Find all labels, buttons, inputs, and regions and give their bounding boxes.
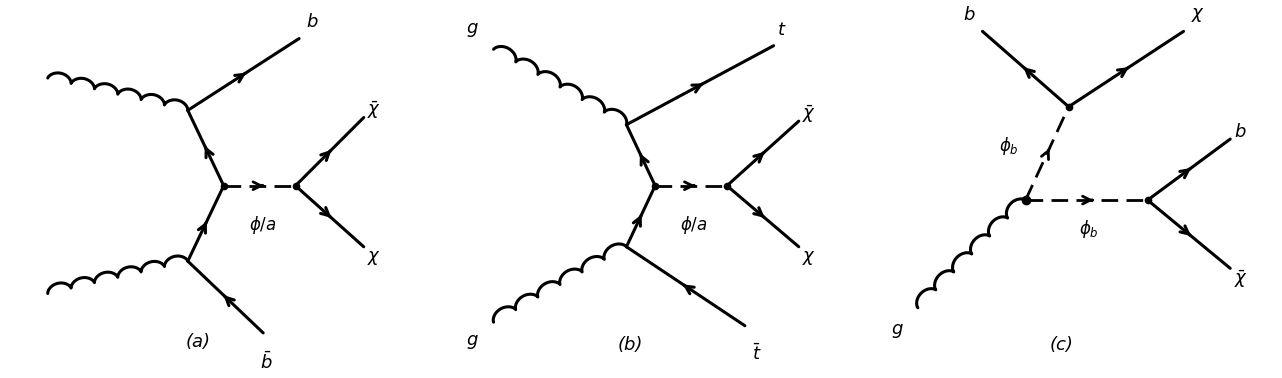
Text: (c): (c) <box>1050 336 1073 355</box>
Text: $g$: $g$ <box>467 20 479 39</box>
Text: $\chi$: $\chi$ <box>368 249 381 266</box>
Text: (b): (b) <box>618 336 642 355</box>
Text: $b$: $b$ <box>306 13 319 31</box>
Text: $\bar{b}$: $\bar{b}$ <box>260 351 273 372</box>
Text: $\chi$: $\chi$ <box>803 249 817 266</box>
Text: $g$: $g$ <box>891 322 904 340</box>
Text: $\bar{\chi}$: $\bar{\chi}$ <box>803 103 817 125</box>
Text: $\chi$: $\chi$ <box>1191 6 1205 24</box>
Text: $\bar{t}$: $\bar{t}$ <box>753 344 762 364</box>
Text: $\bar{\chi}$: $\bar{\chi}$ <box>368 99 381 121</box>
Text: $t$: $t$ <box>777 20 787 39</box>
Text: $\phi_b$: $\phi_b$ <box>999 135 1018 157</box>
Text: $\bar{\chi}$: $\bar{\chi}$ <box>1233 268 1247 290</box>
Text: $\phi/a$: $\phi/a$ <box>681 214 708 237</box>
Text: $\phi_b$: $\phi_b$ <box>1079 218 1099 240</box>
Text: (a): (a) <box>186 333 212 351</box>
Text: $g$: $g$ <box>467 333 479 351</box>
Text: $\phi/a$: $\phi/a$ <box>249 214 277 237</box>
Text: $b$: $b$ <box>1233 123 1246 141</box>
Text: $b$: $b$ <box>963 6 976 24</box>
